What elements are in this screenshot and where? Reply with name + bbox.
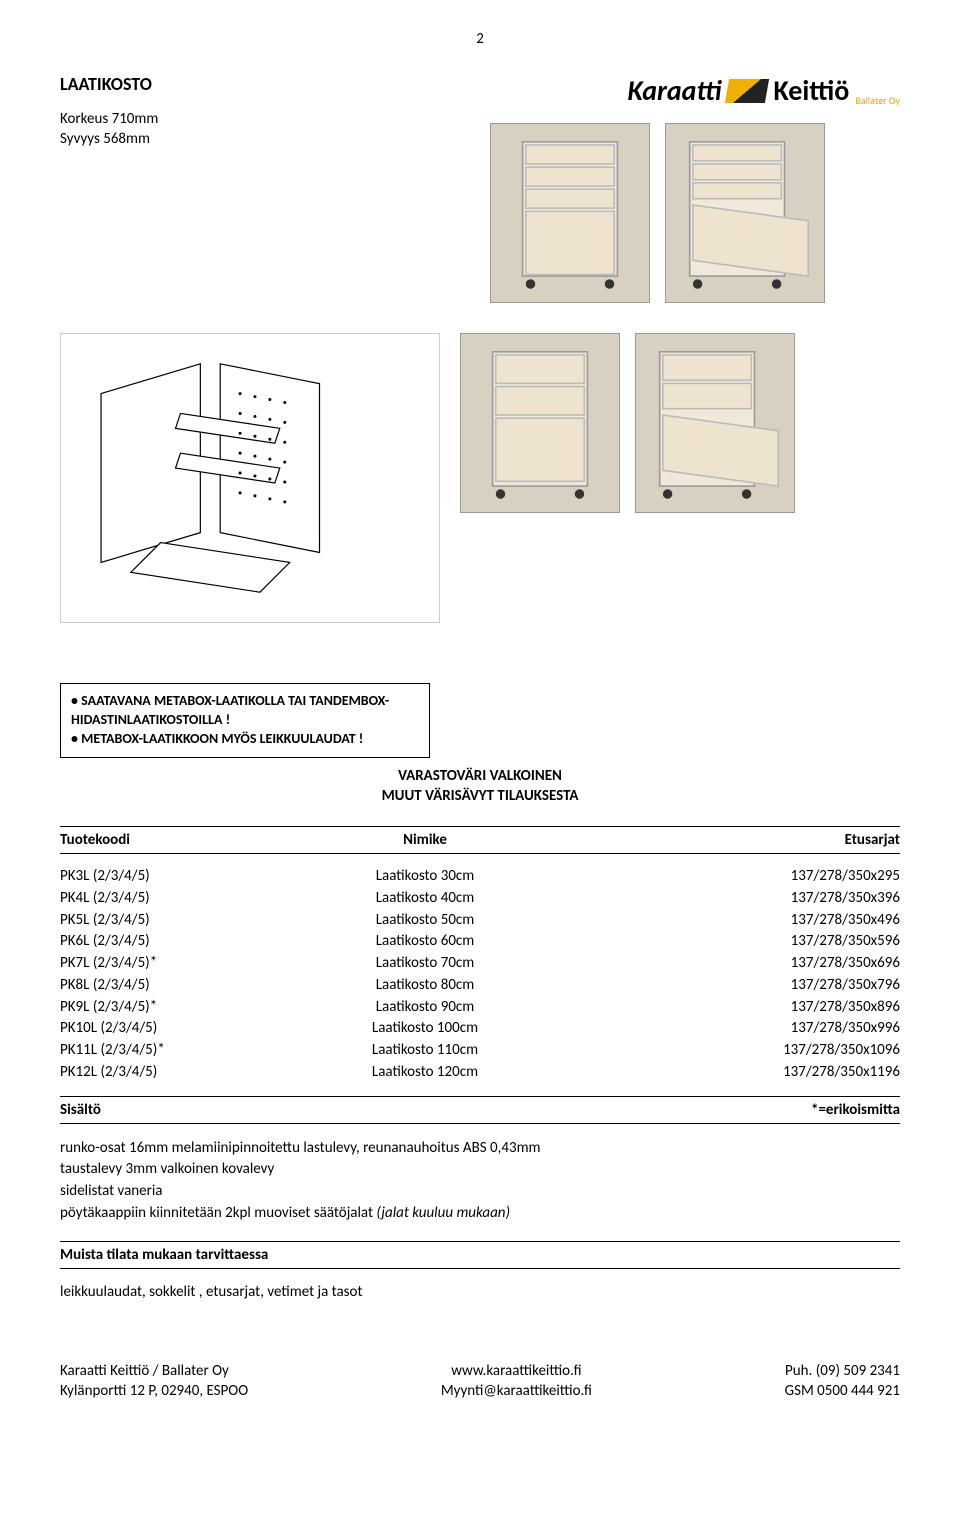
cell-name: Laatikosto 120cm bbox=[260, 1062, 590, 1084]
top-section: LAATIKOSTO Korkeus 710mm Syvyys 568mm Ka… bbox=[60, 73, 900, 318]
cell-code: PK7L (2/3/4/5)* bbox=[60, 953, 260, 975]
content-block: runko-osat 16mm melamiinipinnoitettu las… bbox=[60, 1138, 900, 1225]
varasto-1: VARASTOVÄRI VALKOINEN bbox=[60, 766, 900, 786]
table-row: PK5L (2/3/4/5)Laatikosto 50cm137/278/350… bbox=[60, 910, 900, 932]
cell-name: Laatikosto 80cm bbox=[260, 975, 590, 997]
content-2: taustalevy 3mm valkoinen kovalevy bbox=[60, 1159, 900, 1181]
sisalto-label: Sisältö bbox=[60, 1101, 101, 1119]
cell-et: 137/278/350x896 bbox=[590, 997, 900, 1019]
cabinet-image-1 bbox=[490, 123, 650, 303]
table-body: PK3L (2/3/4/5)Laatikosto 30cm137/278/350… bbox=[60, 866, 900, 1084]
cell-et: 137/278/350x295 bbox=[590, 866, 900, 888]
table-row: PK9L (2/3/4/5)*Laatikosto 90cm137/278/35… bbox=[60, 997, 900, 1019]
footer-email: Myynti@karaattikeittio.fi bbox=[441, 1381, 592, 1401]
page-number: 2 bbox=[60, 30, 900, 48]
cell-et: 137/278/350x1196 bbox=[590, 1062, 900, 1084]
table-row: PK6L (2/3/4/5)Laatikosto 60cm137/278/350… bbox=[60, 931, 900, 953]
callout-line-1: • SAATAVANA METABOX-LAATIKOLLA TAI TANDE… bbox=[71, 692, 419, 730]
cell-name: Laatikosto 60cm bbox=[260, 931, 590, 953]
table-row: PK12L (2/3/4/5)Laatikosto 120cm137/278/3… bbox=[60, 1062, 900, 1084]
cell-name: Laatikosto 100cm bbox=[260, 1018, 590, 1040]
cabinet-image-4 bbox=[635, 333, 795, 513]
diagram-row bbox=[60, 333, 900, 623]
logo-subtext: Ballater Oy bbox=[855, 94, 900, 107]
footer: Karaatti Keittiö / Ballater Oy Kylänport… bbox=[60, 1361, 900, 1402]
cabinet-image-3 bbox=[460, 333, 620, 513]
logo-keittio: Keittiö bbox=[773, 73, 849, 108]
product-image-row-1 bbox=[490, 123, 900, 303]
cell-name: Laatikosto 50cm bbox=[260, 910, 590, 932]
callout-box: • SAATAVANA METABOX-LAATIKOLLA TAI TANDE… bbox=[60, 683, 430, 758]
content-4: pöytäkaappiin kiinnitetään 2kpl muoviset… bbox=[60, 1203, 900, 1225]
footer-left: Karaatti Keittiö / Ballater Oy Kylänport… bbox=[60, 1361, 248, 1402]
table-row: PK11L (2/3/4/5)*Laatikosto 110cm137/278/… bbox=[60, 1040, 900, 1062]
content-4a: pöytäkaappiin kiinnitetään 2kpl muoviset… bbox=[60, 1204, 376, 1222]
table-header: Tuotekoodi Nimike Etusarjat bbox=[60, 826, 900, 854]
cell-et: 137/278/350x596 bbox=[590, 931, 900, 953]
table-row: PK4L (2/3/4/5)Laatikosto 40cm137/278/350… bbox=[60, 888, 900, 910]
stock-color-note: VARASTOVÄRI VALKOINEN MUUT VÄRISÄVYT TIL… bbox=[60, 766, 900, 807]
spec-block: Korkeus 710mm Syvyys 568mm bbox=[60, 110, 470, 149]
exploded-diagram bbox=[60, 333, 440, 623]
table-row: PK7L (2/3/4/5)*Laatikosto 70cm137/278/35… bbox=[60, 953, 900, 975]
footer-mid: www.karaattikeittio.fi Myynti@karaattike… bbox=[441, 1361, 592, 1402]
footer-company: Karaatti Keittiö / Ballater Oy bbox=[60, 1361, 248, 1381]
cell-code: PK10L (2/3/4/5) bbox=[60, 1018, 260, 1040]
content-1: runko-osat 16mm melamiinipinnoitettu las… bbox=[60, 1138, 900, 1160]
sisalto-note: *=erikoismitta bbox=[811, 1101, 900, 1119]
cell-code: PK9L (2/3/4/5)* bbox=[60, 997, 260, 1019]
cell-et: 137/278/350x996 bbox=[590, 1018, 900, 1040]
cell-name: Laatikosto 90cm bbox=[260, 997, 590, 1019]
muista-header: Muista tilata mukaan tarvittaessa bbox=[60, 1241, 900, 1269]
cell-et: 137/278/350x696 bbox=[590, 953, 900, 975]
cell-et: 137/278/350x1096 bbox=[590, 1040, 900, 1062]
table-row: PK10L (2/3/4/5)Laatikosto 100cm137/278/3… bbox=[60, 1018, 900, 1040]
cell-code: PK12L (2/3/4/5) bbox=[60, 1062, 260, 1084]
cell-name: Laatikosto 40cm bbox=[260, 888, 590, 910]
spec-depth: Syvyys 568mm bbox=[60, 130, 470, 150]
table-row: PK8L (2/3/4/5)Laatikosto 80cm137/278/350… bbox=[60, 975, 900, 997]
footer-gsm: GSM 0500 444 921 bbox=[785, 1381, 900, 1401]
sisalto-header: Sisältö *=erikoismitta bbox=[60, 1096, 900, 1124]
footer-right: Puh. (09) 509 2341 GSM 0500 444 921 bbox=[785, 1361, 900, 1402]
content-3: sidelistat vaneria bbox=[60, 1181, 900, 1203]
cell-code: PK3L (2/3/4/5) bbox=[60, 866, 260, 888]
brand-logo: Karaatti Keittiö Ballater Oy bbox=[490, 73, 900, 108]
logo-karaatti: Karaatti bbox=[628, 73, 722, 108]
th-code: Tuotekoodi bbox=[60, 831, 260, 849]
product-image-row-2 bbox=[460, 333, 795, 513]
spec-height: Korkeus 710mm bbox=[60, 110, 470, 130]
table-row: PK3L (2/3/4/5)Laatikosto 30cm137/278/350… bbox=[60, 866, 900, 888]
footer-phone: Puh. (09) 509 2341 bbox=[785, 1361, 900, 1381]
varasto-2: MUUT VÄRISÄVYT TILAUKSESTA bbox=[60, 786, 900, 806]
cell-code: PK8L (2/3/4/5) bbox=[60, 975, 260, 997]
cell-et: 137/278/350x496 bbox=[590, 910, 900, 932]
cell-code: PK4L (2/3/4/5) bbox=[60, 888, 260, 910]
cell-et: 137/278/350x796 bbox=[590, 975, 900, 997]
th-et: Etusarjat bbox=[590, 831, 900, 849]
th-name: Nimike bbox=[260, 831, 590, 849]
logo-icon bbox=[725, 79, 769, 103]
bottom-line: leikkuulaudat, sokkelit , etusarjat, vet… bbox=[60, 1283, 900, 1301]
cell-name: Laatikosto 70cm bbox=[260, 953, 590, 975]
cell-code: PK11L (2/3/4/5)* bbox=[60, 1040, 260, 1062]
content-4b: (jalat kuuluu mukaan) bbox=[376, 1204, 510, 1222]
footer-address: Kylänportti 12 P, 02940, ESPOO bbox=[60, 1381, 248, 1401]
cell-code: PK6L (2/3/4/5) bbox=[60, 931, 260, 953]
cell-et: 137/278/350x396 bbox=[590, 888, 900, 910]
footer-www: www.karaattikeittio.fi bbox=[441, 1361, 592, 1381]
cell-name: Laatikosto 30cm bbox=[260, 866, 590, 888]
cell-name: Laatikosto 110cm bbox=[260, 1040, 590, 1062]
callout-line-2: • METABOX-LAATIKKOON MYÖS LEIKKUULAUDAT … bbox=[71, 730, 419, 749]
cell-code: PK5L (2/3/4/5) bbox=[60, 910, 260, 932]
cabinet-image-2 bbox=[665, 123, 825, 303]
doc-title: LAATIKOSTO bbox=[60, 73, 470, 95]
